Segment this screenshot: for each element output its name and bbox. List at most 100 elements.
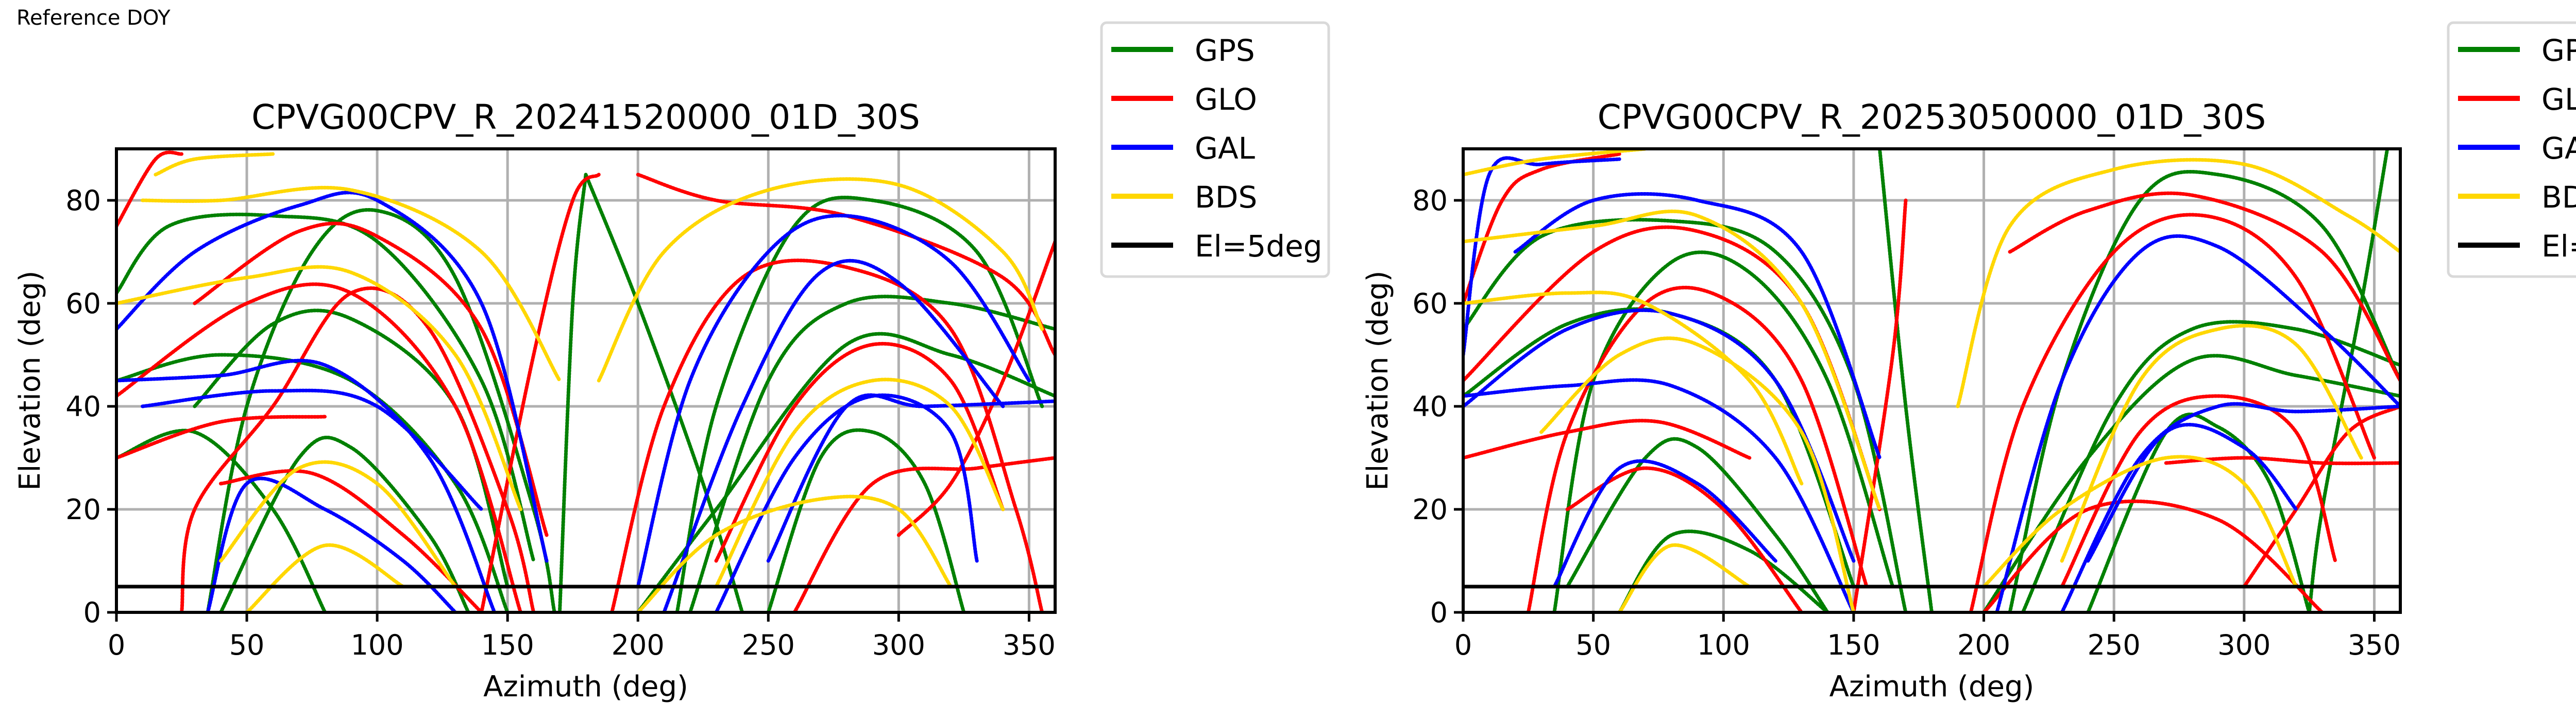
track-gps <box>1463 218 1908 612</box>
y-tick-label: 20 <box>1412 493 1448 526</box>
y-tick-label: 40 <box>65 390 101 423</box>
x-tick-label: 150 <box>481 629 534 661</box>
track-gal <box>116 191 549 563</box>
track-glo <box>792 456 1055 612</box>
x-tick-label: 250 <box>2088 629 2141 661</box>
axes-frame <box>1462 147 2402 614</box>
legend-label: GLO <box>1195 82 1257 117</box>
x-tick-label: 300 <box>872 629 925 661</box>
track-gal <box>2086 423 2298 563</box>
track-bds <box>218 460 457 589</box>
track-bds <box>597 177 1044 383</box>
track-bds <box>154 152 275 177</box>
chart-title: CPVG00CPV_R_20253050000_01D_30S <box>1598 97 2266 137</box>
track-gps <box>557 173 588 612</box>
track-gps <box>206 208 556 612</box>
y-tick-label: 80 <box>1412 184 1448 217</box>
track-gal <box>766 393 1055 563</box>
track-bds <box>141 185 562 383</box>
track-gal <box>1463 308 1856 563</box>
figure-label: Reference DOY <box>16 6 171 30</box>
x-tick-label: 150 <box>1827 629 1880 661</box>
track-gal <box>116 358 497 612</box>
x-tick-label: 100 <box>351 629 404 661</box>
y-tick-label: 60 <box>1412 287 1448 320</box>
track-glo <box>1969 213 2376 612</box>
track-glo <box>2008 191 2400 383</box>
x-tick-label: 250 <box>742 629 795 661</box>
track-glo <box>610 259 1044 612</box>
track-glo <box>1463 419 1752 460</box>
track-bds <box>1539 336 1856 612</box>
y-tick-label: 40 <box>1412 390 1448 423</box>
track-bds <box>116 265 522 511</box>
legend-label: GPS <box>1195 33 1255 68</box>
legend-label: El=5deg <box>1195 229 1323 264</box>
track-gps <box>675 195 1044 612</box>
legend-box <box>1100 21 1330 278</box>
track-bds <box>1617 543 1752 612</box>
chart-title: CPVG00CPV_R_20241520000_01D_30S <box>251 97 920 137</box>
track-glo <box>116 150 184 228</box>
track-gps <box>2008 169 2400 612</box>
track-bds <box>1463 149 1648 177</box>
track-bds <box>714 378 1005 589</box>
legend-label: BDS <box>2541 180 2576 215</box>
x-tick-label: 300 <box>2217 629 2270 661</box>
legend: GPS GLO GAL BDS El=5deg <box>2447 21 2576 278</box>
axes-frame <box>115 147 1057 614</box>
track-glo <box>1852 198 1908 612</box>
track-gps <box>116 212 536 563</box>
track-gps <box>1552 250 1895 612</box>
track-gal <box>1463 156 1621 357</box>
legend-label: GAL <box>2541 131 2576 166</box>
y-tick-label: 60 <box>65 287 101 320</box>
track-gal <box>1552 459 1777 589</box>
track-glo <box>480 173 601 612</box>
x-tick-label: 0 <box>108 629 125 661</box>
track-gal <box>662 259 1005 612</box>
legend-label: GPS <box>2541 33 2576 68</box>
track-bds <box>1463 290 1804 486</box>
x-tick-label: 0 <box>1454 629 1472 661</box>
track-gal <box>1995 234 2400 612</box>
track-gps <box>218 436 470 612</box>
track-glo <box>116 282 522 612</box>
x-axis-label: Azimuth (deg) <box>1829 670 2035 704</box>
track-gps <box>2307 149 2389 612</box>
track-gal <box>1513 192 1882 460</box>
legend: GPS GLO GAL BDS El=5deg <box>1100 21 1330 278</box>
x-tick-label: 350 <box>2348 629 2401 661</box>
track-gps <box>2086 413 2311 612</box>
x-tick-label: 100 <box>1697 629 1750 661</box>
track-bds <box>2060 323 2363 563</box>
track-glo <box>116 415 327 460</box>
track-glo <box>896 239 1055 537</box>
y-tick-label: 0 <box>83 596 101 629</box>
track-gal <box>206 476 457 612</box>
track-gps <box>1982 354 2400 612</box>
legend-label: BDS <box>1195 180 1257 215</box>
track-glo <box>2060 394 2337 589</box>
track-gal <box>2060 402 2400 612</box>
track-gal <box>636 214 1031 589</box>
satellite-tracks <box>116 150 1055 612</box>
track-glo <box>714 341 1005 563</box>
satellite-tracks <box>1463 149 2400 612</box>
legend-label: GLO <box>2541 82 2576 117</box>
track-glo <box>1526 285 1869 612</box>
track-glo <box>2242 404 2400 589</box>
x-tick-label: 200 <box>1957 629 2010 661</box>
track-bds <box>245 543 405 612</box>
track-gps <box>1877 149 1934 612</box>
chart-panel-2: 0 50 100 150 200 250 300 350 0 20 40 60 80 CPVG00CPV_… <box>1361 21 2576 704</box>
track-gal <box>141 388 484 511</box>
y-axis-label: Elevation (deg) <box>13 270 47 490</box>
track-bds <box>1463 209 1882 511</box>
x-axis-label: Azimuth (deg) <box>483 670 688 704</box>
x-tick-label: 50 <box>1575 629 1611 661</box>
track-gal <box>1463 378 1856 612</box>
track-gps <box>584 173 744 612</box>
track-bds <box>1982 455 2298 589</box>
